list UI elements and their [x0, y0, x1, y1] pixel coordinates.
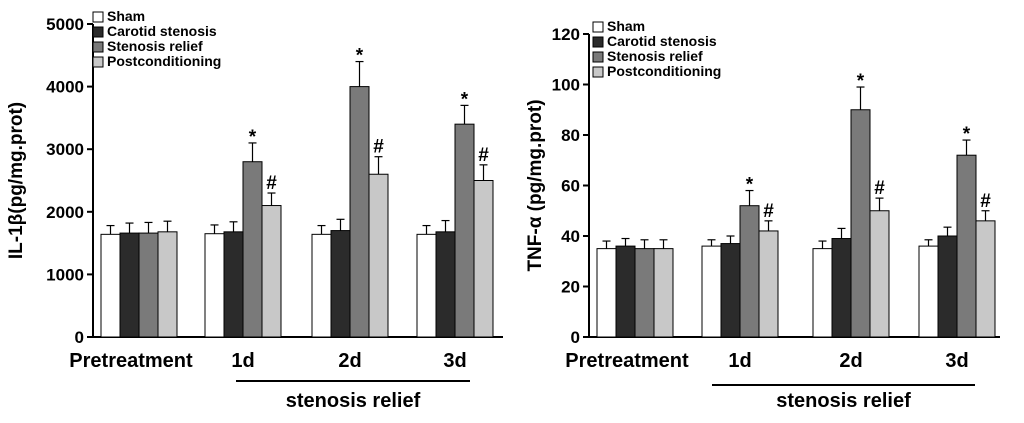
bar [473, 180, 494, 338]
legend-label: Postconditioning [107, 53, 221, 69]
y-tick-label: 80 [561, 126, 580, 145]
y-tick-label: 2000 [46, 203, 84, 222]
legend-label: Carotid stenosis [107, 23, 217, 39]
bar [739, 205, 760, 338]
legend-swatch [92, 41, 104, 53]
bar [119, 232, 140, 338]
bar [758, 230, 779, 338]
y-tick-label: 20 [561, 278, 580, 297]
bar [368, 173, 389, 338]
x-category-label: 2d [839, 350, 862, 372]
legend-label: Stenosis relief [107, 38, 203, 54]
group-label: stenosis relief [286, 390, 421, 412]
bar [223, 231, 244, 338]
significance-star: * [746, 175, 754, 196]
legend-label: Sham [607, 18, 645, 34]
y-tick-label: 100 [552, 76, 580, 95]
group-label: stenosis relief [776, 390, 911, 412]
bar [330, 230, 351, 338]
legend-label: Carotid stenosis [607, 33, 717, 49]
x-category-label: 3d [945, 350, 968, 372]
legend-swatch [92, 26, 104, 38]
legend-label: Sham [107, 8, 145, 24]
y-tick-label: 4000 [46, 78, 84, 97]
significance-star: * [461, 89, 469, 110]
legend-swatch [92, 56, 104, 68]
y-tick-label: 3000 [46, 140, 84, 159]
bar [720, 243, 741, 338]
legend-swatch [592, 36, 604, 48]
significance-hash: # [763, 201, 774, 222]
significance-hash: # [478, 145, 489, 166]
bar [634, 248, 655, 338]
significance-star: * [857, 71, 865, 92]
significance-hash: # [874, 178, 885, 199]
legend-swatch [592, 66, 604, 78]
bar [615, 245, 636, 338]
significance-hash: # [980, 191, 991, 212]
significance-star: * [963, 124, 971, 145]
y-tick-label: 0 [571, 328, 580, 347]
bar [956, 154, 977, 338]
bar [812, 248, 833, 338]
bar [869, 210, 890, 338]
y-tick-label: 5000 [46, 15, 84, 34]
y-tick-label: 0 [75, 328, 84, 347]
bar [349, 86, 370, 338]
x-category-label: 1d [728, 350, 751, 372]
bar [850, 109, 871, 338]
bar [138, 232, 159, 338]
x-category-label: Pretreatment [69, 350, 193, 372]
bar [242, 161, 263, 338]
bar [416, 233, 437, 338]
y-tick-label: 1000 [46, 265, 84, 284]
x-category-label: 1d [231, 350, 254, 372]
bar [701, 245, 722, 338]
bar [937, 235, 958, 338]
x-category-label: 3d [443, 350, 466, 372]
significance-hash: # [266, 173, 277, 194]
bar [831, 238, 852, 338]
y-tick-label: 40 [561, 227, 580, 246]
bar [653, 248, 674, 338]
bar [204, 233, 225, 338]
bar [918, 245, 939, 338]
bar [157, 231, 178, 338]
bar [435, 231, 456, 338]
bar [311, 233, 332, 338]
legend-swatch [92, 11, 104, 23]
y-tick-label: 120 [552, 25, 580, 44]
x-category-label: Pretreatment [565, 350, 689, 372]
chart-panel-2: 0 20 40 60 80 100 120 TNF-α (pg/mg.prot) Pretrea… [525, 18, 1000, 412]
y-axis-label: TNF-α (pg/mg.prot) [525, 99, 546, 271]
legend-swatch [592, 51, 604, 63]
bar [596, 248, 617, 338]
bar [100, 233, 121, 338]
significance-hash: # [373, 137, 384, 158]
legend-label: Stenosis relief [607, 48, 703, 64]
x-category-label: 2d [338, 350, 361, 372]
bar [261, 205, 282, 338]
significance-star: * [249, 127, 257, 148]
bar [975, 220, 996, 338]
significance-star: * [356, 46, 364, 67]
chart-panel-1: 0 1000 2000 3000 4000 5000 IL-1β(pg/mg.prot) Pr… [6, 8, 503, 412]
bar [454, 123, 475, 338]
legend-label: Postconditioning [607, 63, 721, 79]
y-tick-label: 60 [561, 177, 580, 196]
legend-swatch [592, 21, 604, 33]
y-axis-label: IL-1β(pg/mg.prot) [6, 102, 27, 259]
